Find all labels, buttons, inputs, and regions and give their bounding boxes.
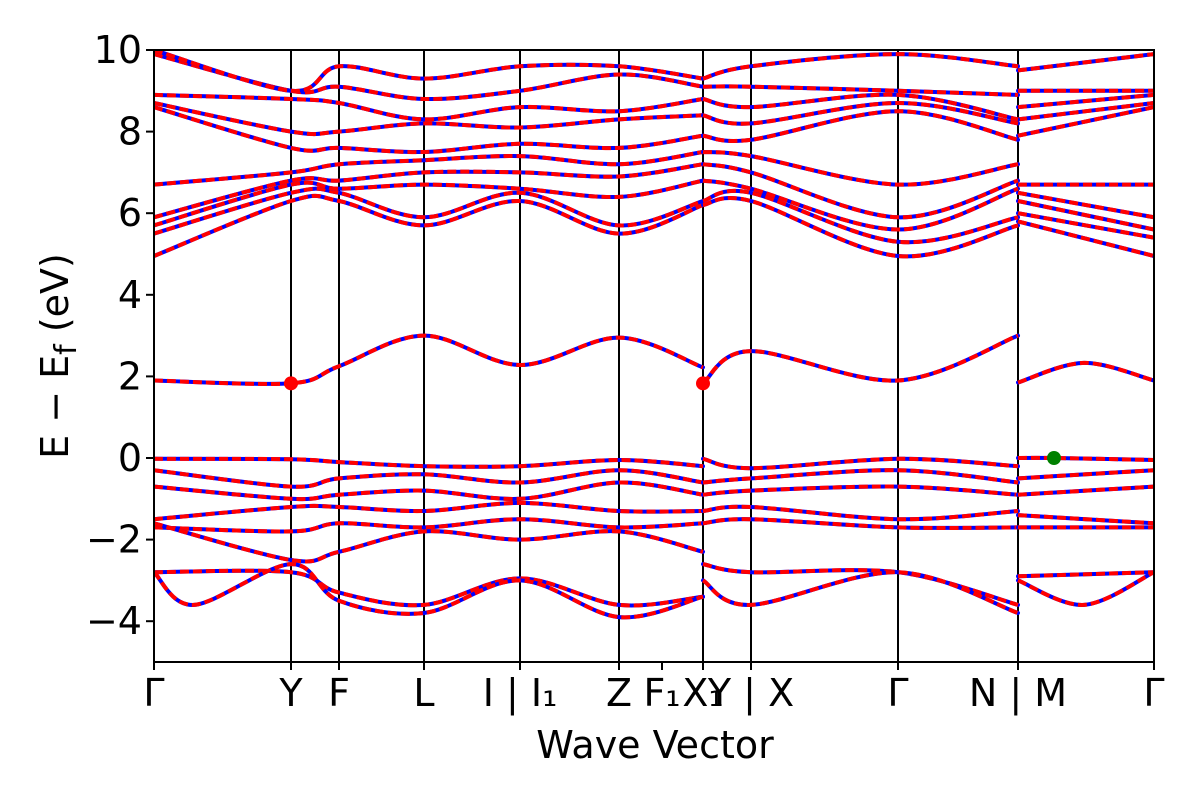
band-spin-up-15 bbox=[154, 517, 705, 534]
band-spin-down-10 bbox=[702, 484, 1019, 497]
y-axis: −4 −2 0 2 4 6 8 10 bbox=[86, 28, 154, 643]
band-spin-down-4 bbox=[702, 456, 1019, 471]
band-spin-down-19 bbox=[154, 568, 704, 608]
band-spin-down-33 bbox=[1017, 199, 1154, 232]
x-tick-label: Z bbox=[606, 671, 632, 715]
band-spin-up-40 bbox=[154, 105, 705, 155]
x-tick-label: F₁ bbox=[643, 671, 680, 715]
band-spin-down-43 bbox=[154, 101, 704, 137]
band-spin-up-3 bbox=[154, 456, 705, 469]
band-spin-down-37 bbox=[154, 150, 704, 187]
band-spin-down-30 bbox=[1017, 211, 1154, 240]
x-tick-label: I | I₁ bbox=[483, 671, 558, 716]
band-spin-down-6 bbox=[154, 468, 704, 489]
plot-frame bbox=[153, 49, 1155, 663]
band-spin-down-16 bbox=[702, 517, 1019, 530]
band-spin-down-48 bbox=[1017, 92, 1154, 110]
band-spin-up-52 bbox=[154, 50, 705, 93]
band-spin-down-25 bbox=[154, 193, 704, 258]
x-tick-label: Y bbox=[278, 671, 303, 715]
band-spin-down-2 bbox=[1017, 360, 1154, 385]
band-spin-down-24 bbox=[1017, 570, 1154, 607]
band-spin-down-45 bbox=[1017, 101, 1154, 122]
band-spin-down-40 bbox=[154, 105, 704, 155]
y-axis-label: E − Ef (eV) bbox=[33, 253, 84, 459]
band-spin-up-12 bbox=[154, 500, 705, 522]
band-spin-down-13 bbox=[702, 504, 1019, 522]
band-spin-down-42 bbox=[1017, 105, 1154, 138]
band-spin-down-50 bbox=[702, 84, 1019, 97]
band-spin-down-32 bbox=[702, 178, 1019, 232]
x-tick-label: N | M bbox=[969, 671, 1067, 716]
band-spin-down-46 bbox=[154, 92, 704, 122]
band-spin-down-1 bbox=[701, 333, 1019, 385]
band-spin-down-35 bbox=[702, 162, 1019, 220]
x-tick-label: Γ bbox=[887, 671, 908, 715]
y-tick-label: 0 bbox=[118, 436, 142, 480]
band-spin-down-21 bbox=[1017, 570, 1154, 579]
y-tick-label: 2 bbox=[118, 354, 142, 398]
x-tick-label: Y | X bbox=[707, 671, 794, 716]
band-spin-down-34 bbox=[154, 162, 704, 220]
extremum-marker-0 bbox=[284, 376, 298, 391]
band-spin-down-31 bbox=[154, 178, 704, 228]
x-tick-label: Γ bbox=[1143, 671, 1164, 715]
band-spin-down-8 bbox=[1017, 468, 1154, 481]
band-spin-down-38 bbox=[702, 150, 1019, 187]
x-tick-label: F bbox=[328, 671, 350, 715]
y-tick-label: 8 bbox=[118, 110, 142, 154]
y-tick-label: 10 bbox=[94, 28, 142, 72]
y-tick-label: −2 bbox=[86, 518, 142, 562]
band-spin-down-9 bbox=[154, 480, 704, 502]
plot-area bbox=[153, 49, 1155, 663]
band-spin-down-27 bbox=[1017, 219, 1154, 258]
band-spin-down-53 bbox=[702, 52, 1019, 81]
band-spin-up-37 bbox=[154, 150, 705, 187]
y-tick-label: 6 bbox=[118, 191, 142, 235]
extremum-marker-2 bbox=[1047, 451, 1061, 465]
band-spin-down-41 bbox=[702, 109, 1019, 143]
band-spin-down-29 bbox=[702, 189, 1019, 245]
x-tick-label: X₁ bbox=[682, 671, 723, 715]
band-spin-up-20 bbox=[701, 562, 1020, 607]
band-spin-down-22 bbox=[154, 562, 704, 620]
y-tick-label: −4 bbox=[86, 599, 142, 643]
band-spin-down-12 bbox=[154, 500, 704, 522]
bands bbox=[154, 50, 1154, 620]
band-spin-down-44 bbox=[702, 100, 1019, 126]
band-spin-down-52 bbox=[154, 50, 704, 93]
x-tick-label: Γ bbox=[143, 671, 164, 715]
x-tick-label: L bbox=[413, 671, 434, 715]
band-spin-down-47 bbox=[702, 92, 1019, 122]
band-spin-down-23 bbox=[701, 570, 1019, 615]
x-axis-label: Wave Vector bbox=[536, 723, 774, 767]
band-spin-down-36 bbox=[1017, 190, 1154, 220]
band-spin-down-28 bbox=[154, 186, 704, 236]
band-spin-down-7 bbox=[702, 468, 1019, 485]
band-spin-down-14 bbox=[1017, 513, 1154, 526]
y-tick-label: 4 bbox=[118, 273, 142, 317]
band-spin-down-26 bbox=[702, 195, 1019, 259]
band-spin-down-0 bbox=[154, 333, 704, 386]
extremum-marker-1 bbox=[696, 376, 710, 391]
band-spin-down-11 bbox=[1017, 484, 1154, 497]
band-spin-down-54 bbox=[1017, 52, 1154, 73]
band-spin-up-0 bbox=[154, 333, 705, 386]
band-spin-down-18 bbox=[154, 521, 704, 564]
